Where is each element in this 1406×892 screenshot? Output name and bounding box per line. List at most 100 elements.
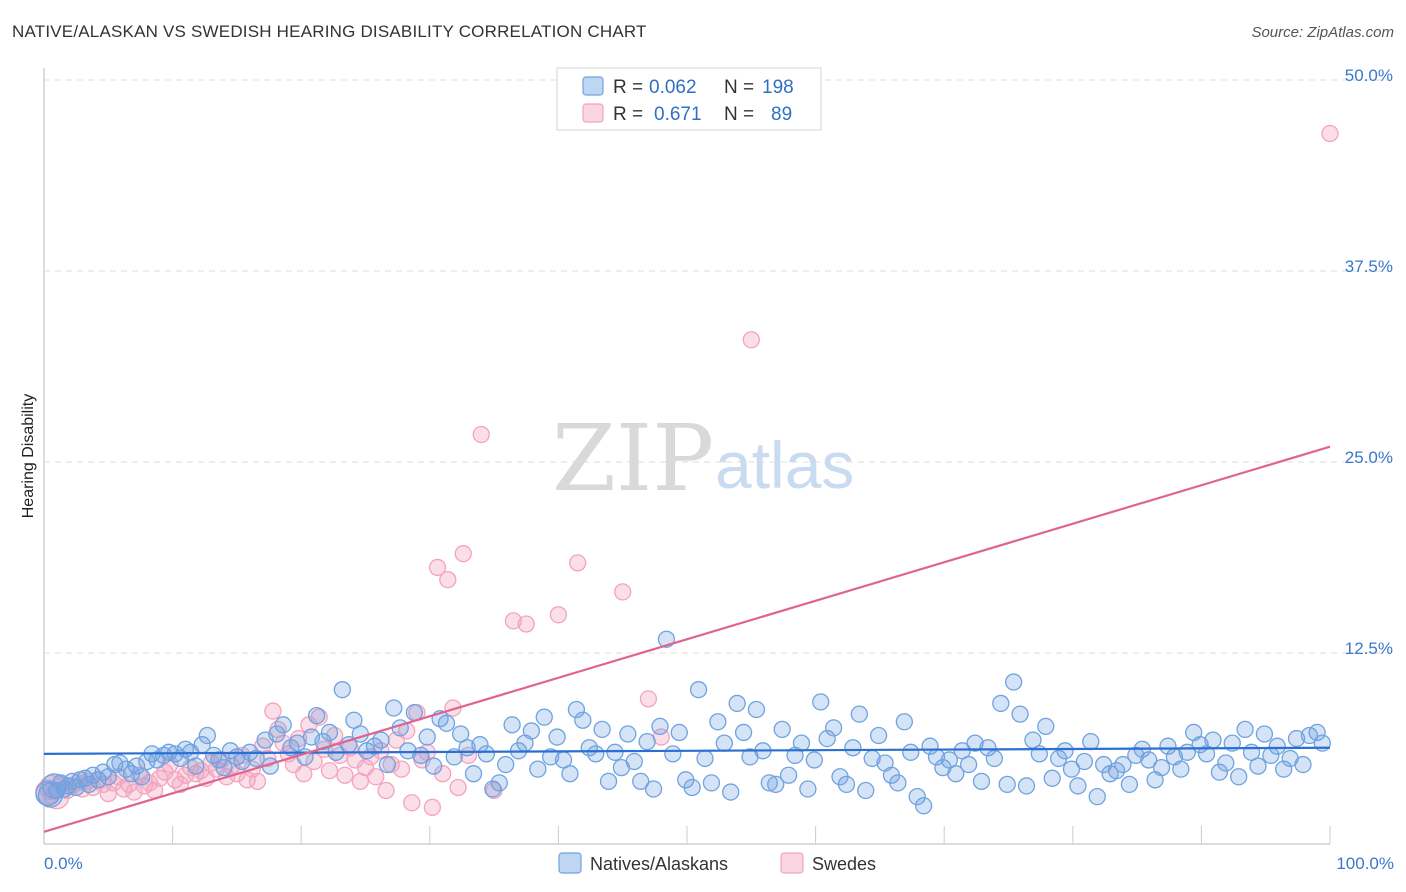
data-point	[336, 766, 354, 784]
data-point	[385, 699, 403, 717]
data-point	[767, 775, 785, 794]
data-point	[824, 719, 843, 737]
data-point	[1082, 732, 1100, 751]
data-point	[1056, 742, 1074, 760]
legend-r-value-natives: 0.062	[649, 77, 697, 98]
data-point	[979, 739, 997, 757]
data-point	[619, 725, 637, 743]
data-point	[382, 755, 400, 774]
data-point	[484, 780, 502, 798]
data-point	[221, 742, 240, 760]
data-point	[517, 615, 535, 633]
series-legend: Natives/Alaskans Swedes	[558, 852, 876, 874]
data-point	[248, 772, 267, 791]
data-point	[709, 713, 727, 731]
data-point	[529, 760, 547, 778]
data-point	[561, 765, 579, 783]
data-point	[702, 774, 721, 792]
data-point	[715, 734, 733, 752]
data-point	[1159, 737, 1177, 755]
data-point	[850, 705, 868, 723]
data-point	[535, 708, 553, 726]
y-tick-label: 37.5%	[1345, 257, 1393, 276]
data-point	[844, 739, 862, 757]
data-point	[1075, 752, 1094, 771]
data-point	[464, 765, 483, 783]
data-point	[187, 757, 205, 775]
data-point	[1127, 746, 1145, 765]
data-point	[111, 754, 129, 772]
series-legend-swatch-natives	[558, 852, 582, 874]
data-point	[625, 752, 643, 771]
data-point	[1062, 760, 1081, 778]
data-point	[606, 743, 624, 761]
data-point	[1069, 777, 1087, 795]
data-point	[1275, 760, 1293, 778]
data-point	[171, 775, 189, 794]
data-point	[747, 700, 766, 719]
data-point	[127, 757, 146, 775]
data-point	[133, 768, 151, 786]
data-point	[449, 778, 467, 797]
data-point	[320, 723, 339, 742]
data-point	[1037, 717, 1055, 735]
data-point	[439, 571, 457, 589]
data-point	[542, 748, 560, 766]
series-natives-points	[35, 630, 1331, 815]
data-point	[812, 693, 830, 711]
data-point	[683, 778, 701, 797]
y-tick-label: 12.5%	[1345, 639, 1393, 658]
data-point	[372, 731, 390, 749]
data-point	[274, 716, 292, 734]
legend-n-value-natives: 198	[762, 77, 794, 98]
data-point	[1120, 775, 1139, 794]
data-point	[1004, 673, 1023, 691]
data-point	[171, 749, 189, 768]
legend-r-value-swedes: 0.671	[654, 104, 702, 125]
gridlines	[44, 79, 1390, 654]
data-point	[1152, 758, 1171, 777]
data-point	[593, 720, 611, 739]
data-point	[161, 755, 179, 774]
data-point	[574, 711, 592, 729]
data-point	[651, 717, 669, 735]
data-point	[792, 734, 811, 752]
data-point	[569, 554, 587, 572]
data-point	[1204, 731, 1222, 749]
data-point	[522, 722, 541, 740]
data-point	[638, 732, 656, 751]
y-tick-label: 50.0%	[1345, 66, 1393, 85]
data-point	[454, 545, 472, 563]
data-point	[857, 781, 875, 800]
data-point	[403, 794, 421, 812]
data-point	[428, 558, 447, 577]
legend-box	[556, 67, 822, 131]
data-point	[247, 749, 265, 768]
data-point	[548, 728, 566, 746]
data-point	[614, 583, 632, 601]
legend-n-label-natives: N =	[724, 77, 754, 98]
data-point	[314, 732, 332, 751]
data-point	[644, 780, 663, 798]
data-point	[1230, 768, 1248, 786]
data-point	[1287, 729, 1306, 748]
data-point	[1249, 757, 1267, 775]
data-point	[947, 765, 965, 783]
data-point	[333, 681, 352, 699]
y-tick-label: 25.0%	[1345, 448, 1393, 467]
data-point	[1043, 769, 1061, 787]
data-point	[288, 734, 306, 752]
data-point	[1107, 762, 1126, 780]
data-point	[549, 606, 568, 624]
data-point	[198, 726, 216, 745]
data-point	[418, 728, 436, 746]
data-point	[689, 681, 708, 699]
data-point	[117, 760, 135, 778]
data-point	[1294, 755, 1312, 774]
legend-swatch-swedes	[582, 103, 604, 123]
trend-lines	[43, 445, 1331, 833]
data-point	[902, 743, 920, 761]
data-point	[1088, 787, 1106, 806]
series-legend-label-natives: Natives/Alaskans	[590, 854, 728, 874]
data-point	[264, 702, 282, 720]
